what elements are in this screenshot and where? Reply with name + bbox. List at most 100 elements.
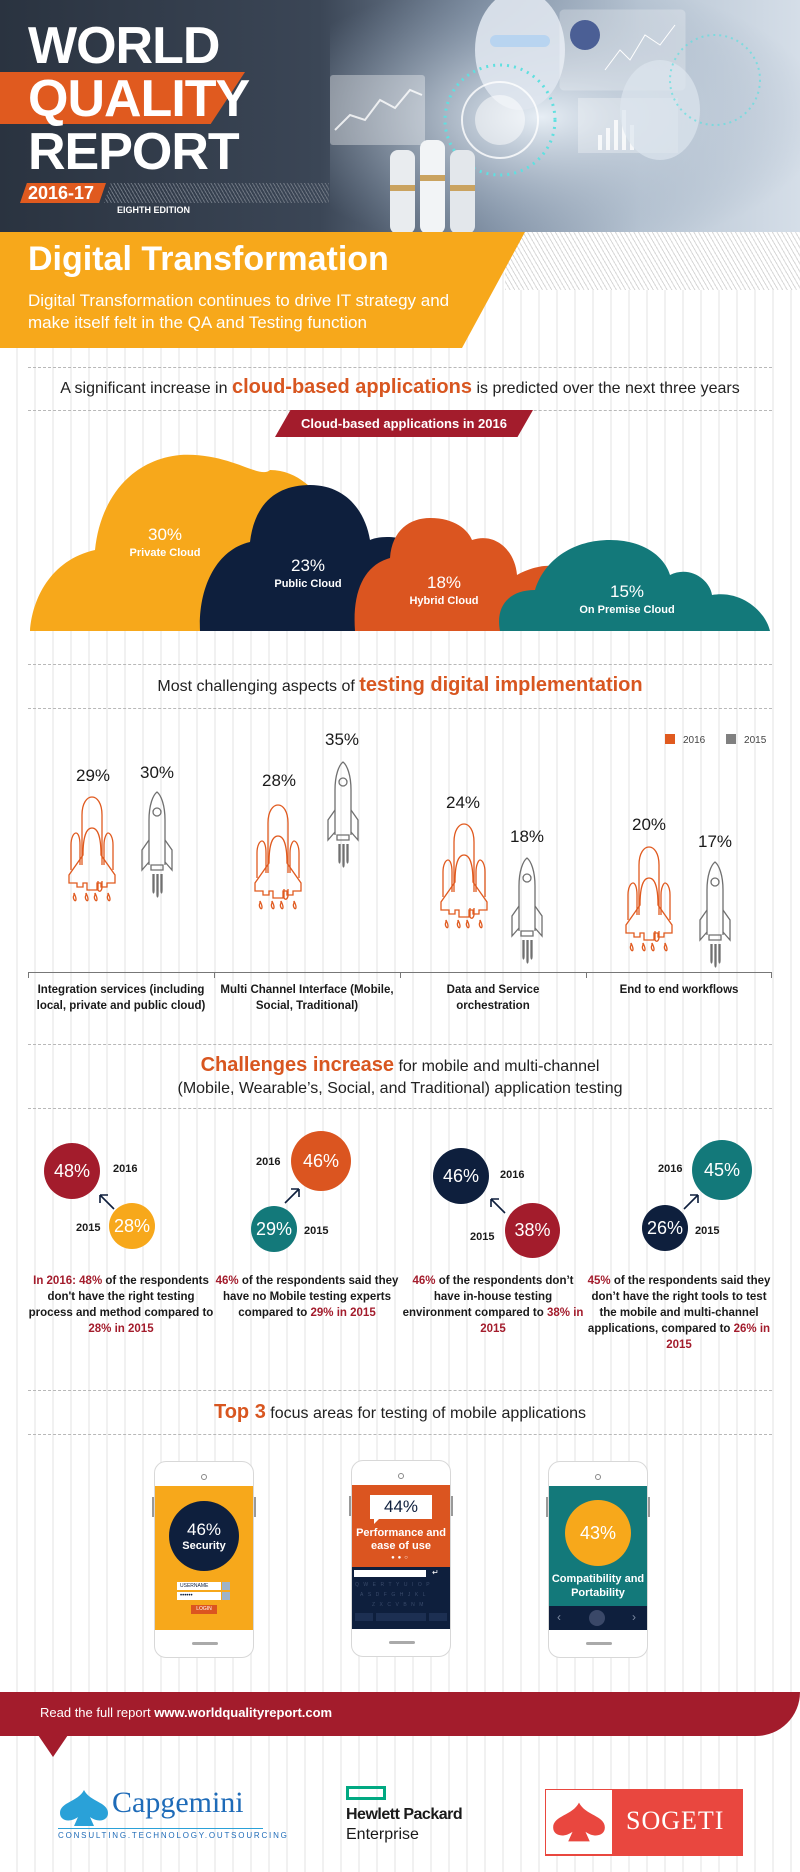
title-text: Most challenging aspects of	[157, 678, 360, 695]
divider	[28, 708, 772, 709]
intro-band	[0, 232, 525, 348]
on-premise-cloud-shape	[499, 540, 770, 631]
category-label: End to end workflows	[619, 984, 739, 996]
category-label: Integration services (including local, p…	[36, 984, 206, 1012]
side-button	[254, 1497, 256, 1517]
shuttle-icon	[624, 845, 674, 955]
focus-section-title: Top 3 focus areas for testing of mobile …	[0, 1401, 800, 1424]
sogeti-wordmark: SOGETI	[626, 1806, 725, 1835]
header-banner: WORLD QUALITY REPORT 2016-17 EIGHTH EDIT…	[0, 0, 800, 234]
sogeti-logo[interactable]: SOGETI	[545, 1789, 743, 1856]
bubble-tail	[374, 1519, 379, 1524]
stat-circle: 46% Security	[169, 1501, 239, 1571]
report-link[interactable]: www.worldqualityreport.com	[154, 1705, 333, 1720]
arrow-up-right-icon	[683, 1194, 699, 1210]
highlight: 46%	[412, 1275, 436, 1287]
spacebar	[376, 1613, 426, 1621]
year-label: 2016	[113, 1163, 138, 1175]
challenge-description: 46% of the respondents don’t have in-hou…	[400, 1273, 586, 1337]
legend: 2016 2015	[665, 734, 766, 746]
value-2015: 35%	[324, 730, 360, 749]
circle-2016: 48%	[44, 1143, 100, 1199]
cloud-pct: 23%	[290, 556, 326, 575]
rocket-icon	[325, 760, 361, 870]
capgemini-tagline: CONSULTING.TECHNOLOGY.OUTSOURCING	[58, 1831, 289, 1840]
side-button	[349, 1496, 351, 1516]
shuttle-icon	[253, 803, 303, 913]
challenges-section-title: Challenges increase for mobile and multi…	[0, 1054, 800, 1100]
side-button	[648, 1497, 650, 1517]
capgemini-logo[interactable]: Capgemini CONSULTING.TECHNOLOGY.OUTSOURC…	[56, 1786, 287, 1846]
camera-icon	[201, 1474, 207, 1480]
cloud-ribbon: Cloud-based applications in 2016	[275, 410, 533, 437]
title-text: for mobile and multi-channel	[394, 1058, 600, 1075]
hatch-decoration	[505, 232, 800, 290]
hpe-element-icon	[346, 1786, 386, 1800]
title-world: WORLD	[28, 17, 220, 75]
axis-tick	[400, 972, 401, 978]
title-text: (Mobile, Wearable’s, Social, and Traditi…	[177, 1080, 623, 1097]
username-input[interactable]: USERNAME	[177, 1582, 221, 1590]
title-highlight: Challenges increase	[200, 1054, 394, 1076]
home-circle-icon[interactable]	[589, 1610, 605, 1626]
axis-tick	[214, 972, 215, 978]
text-input[interactable]	[354, 1570, 426, 1577]
cloud-name: On Premise Cloud	[579, 604, 675, 616]
phone-performance: 44% Performance and ease of use ●●○ ↵ QW…	[349, 1460, 453, 1657]
divider	[28, 1108, 772, 1109]
cloud-pct: 18%	[426, 573, 462, 592]
axis-tick	[586, 972, 587, 978]
cloud-pct: 15%	[609, 582, 645, 601]
password-input[interactable]: ••••••	[177, 1592, 221, 1600]
key	[355, 1613, 373, 1621]
key	[429, 1613, 447, 1621]
cloud-name: Public Cloud	[274, 578, 342, 590]
year-label: 2016	[256, 1156, 281, 1168]
cloud-section-title: A significant increase in cloud-based ap…	[0, 376, 800, 399]
divider	[28, 664, 772, 665]
cloud-chart	[30, 454, 770, 631]
text: of the respondents said they don’t have …	[587, 1275, 771, 1335]
cta-text: Read the full report	[40, 1705, 155, 1720]
rocket-icon	[509, 856, 545, 966]
legend-swatch-2016	[665, 734, 675, 744]
cloud-name: Private Cloud	[129, 547, 201, 559]
value-2015: 17%	[697, 832, 733, 851]
cloud-label-private: 30% Private Cloud	[115, 525, 215, 559]
text: of the respondents don’t have in-house t…	[402, 1275, 574, 1319]
nav-bar: ‹ ›	[549, 1606, 647, 1630]
phone-compatibility: 43% Compatibility and Portability ‹ ›	[546, 1461, 650, 1658]
lock-icon	[222, 1592, 230, 1600]
home-button	[389, 1641, 415, 1644]
divider	[28, 1390, 772, 1391]
logo-rule	[58, 1828, 263, 1829]
cloud-pct: 30%	[147, 525, 183, 544]
hpe-logo[interactable]: Hewlett Packard Enterprise	[346, 1786, 486, 1846]
challenge-description: In 2016: 48% of the respondents don't ha…	[28, 1273, 214, 1337]
year-label: 2015	[76, 1222, 101, 1234]
footer-notch	[38, 1735, 68, 1757]
speech-bubble: 44%	[370, 1495, 432, 1519]
divider	[28, 1434, 772, 1435]
side-button	[451, 1496, 453, 1516]
circle-2015: 28%	[109, 1203, 155, 1249]
chevron-left-icon[interactable]: ‹	[557, 1610, 561, 1624]
rocket-icon	[697, 860, 733, 970]
circle-2015: 38%	[505, 1203, 560, 1258]
login-button[interactable]: LOGIN	[191, 1605, 217, 1614]
user-icon	[222, 1582, 230, 1590]
year-accent	[20, 183, 106, 203]
cloud-name: Hybrid Cloud	[409, 595, 479, 607]
year-label: 2015	[695, 1225, 720, 1237]
footer-cta: Read the full report www.worldqualityrep…	[40, 1705, 332, 1720]
highlight: In 2016: 48%	[33, 1275, 103, 1287]
title-accent-bar	[0, 72, 245, 124]
value-2016: 24%	[445, 793, 481, 812]
edition-label: EIGHTH EDITION	[117, 205, 191, 215]
year-label: 2016	[500, 1169, 525, 1181]
text: of the respondents said they have no Mob…	[222, 1275, 399, 1319]
phone-screen: 46% Security USERNAME •••••• LOGIN	[155, 1486, 253, 1630]
pagination-dots: ●●○	[391, 1555, 411, 1561]
chevron-right-icon[interactable]: ›	[632, 1610, 636, 1624]
spade-icon	[553, 1802, 605, 1842]
